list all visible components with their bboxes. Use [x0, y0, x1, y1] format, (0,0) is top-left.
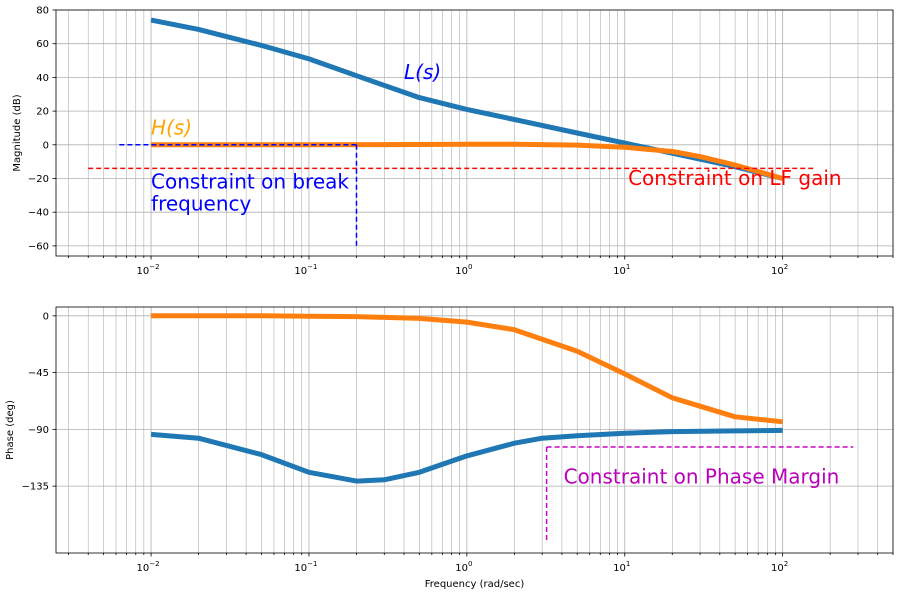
annotation-break2: frequency	[151, 192, 251, 216]
y-axis: 80 60 40 20 0 −20 −40 −60	[28, 6, 56, 252]
x-tick-label: 10−2	[137, 560, 160, 574]
y-tick-label: 20	[36, 107, 49, 118]
y-tick-label: −45	[28, 368, 49, 379]
axes-frame	[55, 306, 894, 554]
x-tick-label: 10−1	[294, 263, 317, 277]
series-line-hs	[151, 313, 783, 425]
annotation-pm: Constraint on Phase Margin	[564, 465, 840, 489]
y-tick-label: −60	[28, 241, 49, 252]
y-tick-label: −90	[28, 425, 49, 436]
y-tick-label: 40	[36, 73, 49, 84]
annotation-H: H(s)	[151, 116, 192, 140]
annotation-lf: Constraint on LF gain	[628, 166, 842, 190]
y-tick-label: 60	[36, 39, 49, 50]
annotation-break1: Constraint on break	[151, 170, 349, 194]
annotation-L: L(s)	[404, 60, 441, 84]
x-tick-label: 10−1	[294, 560, 317, 574]
y-axis-label: Magnitude (dB)	[12, 94, 23, 171]
x-tick-label: 102	[771, 560, 788, 574]
y-tick-label: −135	[22, 482, 49, 493]
magnitude-plot: 10−2 10−1 100 101 102 80 60 40 20 0 −20 −40 −60 Magni…	[12, 6, 894, 277]
x-tick-label: 101	[613, 263, 630, 277]
y-tick-label: −20	[28, 174, 49, 185]
x-tick-label: 10−2	[137, 263, 160, 277]
y-tick-label: 0	[43, 311, 49, 322]
y-tick-label: −40	[28, 208, 49, 219]
x-tick-label: 101	[613, 560, 630, 574]
x-tick-label: 100	[455, 560, 472, 574]
x-axis: 10−2 10−1 100 101 102	[68, 553, 894, 574]
x-tick-label: 102	[771, 263, 788, 277]
grid-lines	[56, 307, 894, 553]
y-tick-label: 0	[43, 140, 49, 151]
plot-area	[88, 17, 815, 246]
phase-plot: 10−2 10−1 100 101 102 0 −45 −90 −135 Phase (deg) F…	[5, 306, 894, 590]
y-axis-label: Phase (deg)	[5, 400, 16, 460]
axes-frame	[55, 9, 894, 257]
plot-area	[150, 313, 854, 543]
x-axis-label: Frequency (rad/sec)	[425, 579, 525, 590]
series-line-hs	[151, 141, 784, 181]
grid-lines	[56, 9, 894, 256]
series-line-ls	[150, 427, 783, 484]
x-tick-label: 100	[455, 263, 472, 277]
x-axis: 10−2 10−1 100 101 102	[68, 256, 894, 277]
y-tick-label: 80	[36, 6, 49, 17]
y-axis: 0 −45 −90 −135	[22, 311, 56, 493]
